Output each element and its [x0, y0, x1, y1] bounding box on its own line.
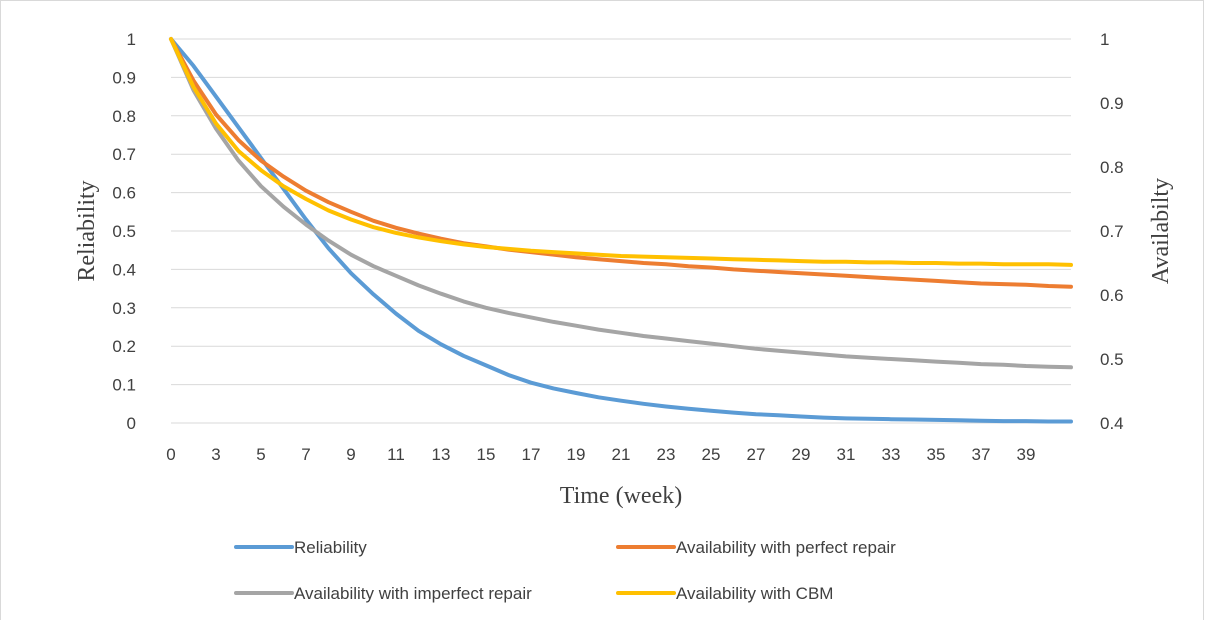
x-tick-label: 35 [927, 445, 946, 464]
y-tick-label: 0.2 [112, 337, 136, 356]
y-axis-title: Reliability [74, 180, 100, 281]
y-tick-label: 0.7 [112, 145, 136, 164]
x-axis-ticks: 0 3 5 7 9 11 13 15 17 19 21 23 25 27 29 31 33 35 37 39 [166, 445, 1035, 464]
legend-label: Availability with CBM [676, 584, 833, 603]
series-line-availability-with-cbm [169, 37, 1073, 267]
left-axis-ticks: 0 0.1 0.2 0.3 0.4 0.5 0.6 0.7 0.8 0.9 1 [112, 30, 136, 433]
legend-label: Reliability [294, 538, 367, 557]
x-tick-label: 13 [432, 445, 451, 464]
x-tick-label: 37 [972, 445, 991, 464]
gridlines [171, 38, 1071, 424]
x-tick-label: 25 [702, 445, 721, 464]
y-tick-label: 0.3 [112, 299, 136, 318]
x-tick-label: 15 [477, 445, 496, 464]
x-tick-label: 29 [792, 445, 811, 464]
x-tick-label: 7 [301, 445, 310, 464]
x-tick-label: 9 [346, 445, 355, 464]
series-line-availability-with-imperfect-repair [169, 37, 1073, 370]
x-tick-label: 21 [612, 445, 631, 464]
y-tick-label: 0.9 [112, 68, 136, 87]
y2-tick-label: 0.8 [1100, 158, 1124, 177]
y2-tick-label: 0.7 [1100, 222, 1124, 241]
x-tick-label: 5 [256, 445, 265, 464]
x-axis-title: Time (week) [560, 483, 682, 509]
y2-tick-label: 0.6 [1100, 286, 1124, 305]
x-tick-label: 3 [211, 445, 220, 464]
y2-axis-title: Availabilty [1148, 178, 1174, 284]
x-tick-label: 27 [747, 445, 766, 464]
x-tick-label: 33 [882, 445, 901, 464]
series-line-reliability [169, 37, 1073, 424]
series-line-availability-with-perfect-repair [169, 37, 1073, 289]
y2-tick-label: 0.5 [1100, 350, 1124, 369]
series-lines [169, 37, 1073, 424]
y-tick-label: 0.1 [112, 376, 136, 395]
legend-label: Availability with imperfect repair [294, 584, 532, 603]
y-tick-label: 0.5 [112, 222, 136, 241]
x-tick-label: 23 [657, 445, 676, 464]
y2-tick-label: 1 [1100, 30, 1109, 49]
right-axis-ticks: 0.4 0.5 0.6 0.7 0.8 0.9 1 [1100, 30, 1124, 433]
x-tick-label: 39 [1017, 445, 1036, 464]
legend-label: Availability with perfect repair [676, 538, 896, 557]
y-tick-label: 0 [127, 414, 136, 433]
x-tick-label: 31 [837, 445, 856, 464]
y-tick-label: 1 [127, 30, 136, 49]
legend: Reliability Availability with perfect rep… [234, 538, 896, 603]
x-tick-label: 19 [567, 445, 586, 464]
x-tick-label: 17 [522, 445, 541, 464]
y-tick-label: 0.6 [112, 184, 136, 203]
y2-tick-label: 0.9 [1100, 94, 1124, 113]
y2-tick-label: 0.4 [1100, 414, 1124, 433]
y-tick-label: 0.8 [112, 107, 136, 126]
y-tick-label: 0.4 [112, 260, 136, 279]
x-tick-label: 0 [166, 445, 175, 464]
x-tick-label: 11 [387, 445, 405, 464]
